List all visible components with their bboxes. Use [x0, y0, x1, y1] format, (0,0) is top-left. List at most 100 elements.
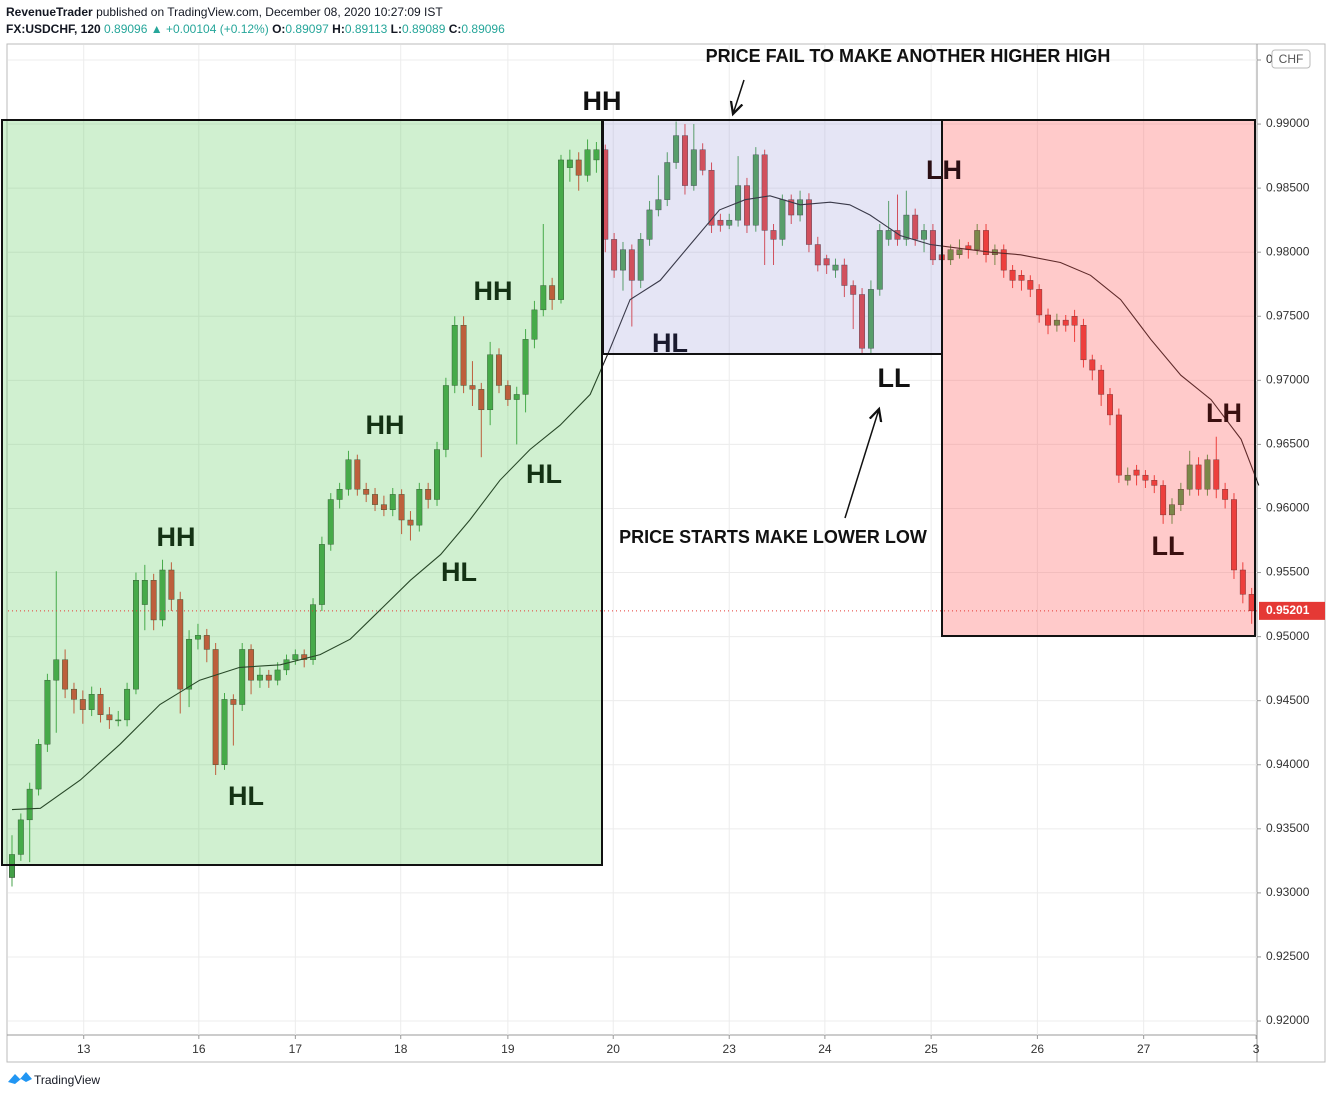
candle-body: [1062, 319, 1069, 326]
candle-body: [690, 149, 697, 186]
candle-body: [310, 604, 317, 660]
published: published on TradingView.com, December 0…: [96, 5, 443, 19]
candle-body: [1204, 459, 1211, 490]
candle-body: [17, 819, 24, 855]
candle-body: [628, 249, 635, 281]
arrow: [733, 79, 745, 114]
candle-body: [35, 744, 42, 790]
annotation: HL: [526, 459, 562, 489]
candle-body: [513, 394, 520, 400]
candle-body: [611, 239, 618, 271]
candle-body: [823, 258, 830, 266]
candle-body: [522, 339, 529, 395]
candle-body: [708, 169, 715, 226]
candle-body: [372, 494, 378, 505]
x-tick-label: 26: [1031, 1042, 1045, 1056]
candle-body: [451, 325, 458, 386]
candle-body: [593, 149, 600, 161]
candle-body: [407, 519, 414, 526]
c-value: 0.89096: [461, 22, 505, 36]
symbol-line: FX:USDCHF, 120 0.89096 ▲ +0.00104 (+0.12…: [6, 22, 505, 36]
annotation: LL: [1152, 531, 1185, 561]
candle-body: [770, 230, 777, 240]
candle-body: [1089, 359, 1096, 371]
x-tick-label: 18: [394, 1042, 408, 1056]
candle-body: [983, 230, 989, 255]
candle-body: [1142, 474, 1149, 481]
y-tick-label: 0.94500: [1266, 693, 1310, 707]
candle-body: [380, 504, 387, 510]
candle-body: [1071, 316, 1078, 326]
candle-body: [460, 325, 467, 386]
candle-body: [921, 230, 927, 240]
annotation: PRICE STARTS MAKE LOWER LOW: [619, 527, 927, 547]
arrow: [844, 409, 879, 519]
candle-body: [274, 669, 281, 681]
candle-body: [1239, 569, 1246, 595]
y-tick-label: 0.98500: [1266, 180, 1310, 194]
author: RevenueTrader: [6, 5, 93, 19]
candle-body: [1124, 474, 1131, 481]
candle-body: [141, 580, 148, 605]
x-tick-label: 24: [818, 1042, 832, 1056]
candle-body: [549, 285, 556, 300]
annotation: LL: [878, 363, 911, 393]
y-tick-label: 0.94000: [1266, 757, 1310, 771]
x-tick-label: 27: [1137, 1042, 1151, 1056]
candle-body: [620, 249, 626, 271]
candle-body: [292, 654, 299, 660]
y-tick-label: 0.98000: [1266, 244, 1310, 258]
candle-body: [1222, 489, 1229, 500]
candle-body: [239, 649, 246, 705]
h-value: 0.89113: [345, 22, 388, 36]
y-tick-label: 0.95000: [1266, 629, 1310, 643]
candle-body: [974, 230, 981, 250]
symbol: FX:USDCHF, 120: [6, 22, 101, 36]
brand-logo: [8, 1072, 32, 1084]
candle-body: [124, 688, 131, 721]
candle-body: [133, 580, 139, 690]
candle-body: [788, 199, 795, 216]
candle-body: [558, 159, 564, 300]
candle-body: [186, 638, 193, 690]
candle-body: [354, 459, 361, 490]
y-tick-label: 0.92500: [1266, 949, 1310, 963]
candle-body: [442, 385, 449, 450]
candle-body: [859, 294, 866, 349]
candle-body: [177, 599, 184, 690]
annotation: HH: [474, 276, 513, 306]
candle-body: [230, 699, 237, 705]
downtrend-zone: [941, 119, 1256, 637]
candle-body: [221, 699, 228, 765]
x-tick-label: 13: [77, 1042, 91, 1056]
annotation: HH: [583, 86, 622, 116]
candle-body: [797, 199, 804, 216]
candle-body: [841, 264, 848, 286]
y-tick-label: 0.97500: [1266, 308, 1310, 322]
moving-average: [11, 195, 1260, 811]
candle-body: [53, 659, 60, 681]
candle-body: [168, 569, 175, 600]
x-tick-label: 3: [1253, 1042, 1260, 1056]
candle-body: [1151, 480, 1158, 486]
candle-body: [655, 199, 662, 211]
candle-body: [416, 489, 423, 526]
candle-body: [79, 699, 86, 710]
candle-body: [265, 674, 272, 681]
x-tick-label: 20: [607, 1042, 621, 1056]
candle-body: [212, 649, 219, 765]
candle-body: [903, 214, 910, 240]
change: ▲ +0.00104 (+0.12%): [151, 22, 269, 36]
candle-body: [44, 679, 51, 745]
range-zone: [602, 119, 943, 355]
candle-body: [566, 159, 573, 168]
x-tick-label: 25: [924, 1042, 938, 1056]
candle-body: [752, 154, 759, 226]
annotation: LH: [926, 155, 962, 185]
candle-body: [88, 694, 95, 710]
candle-body: [575, 159, 582, 176]
candle-body: [318, 544, 325, 605]
annotation: PRICE FAIL TO MAKE ANOTHER HIGHER HIGH: [706, 46, 1111, 66]
candle-body: [434, 449, 440, 500]
